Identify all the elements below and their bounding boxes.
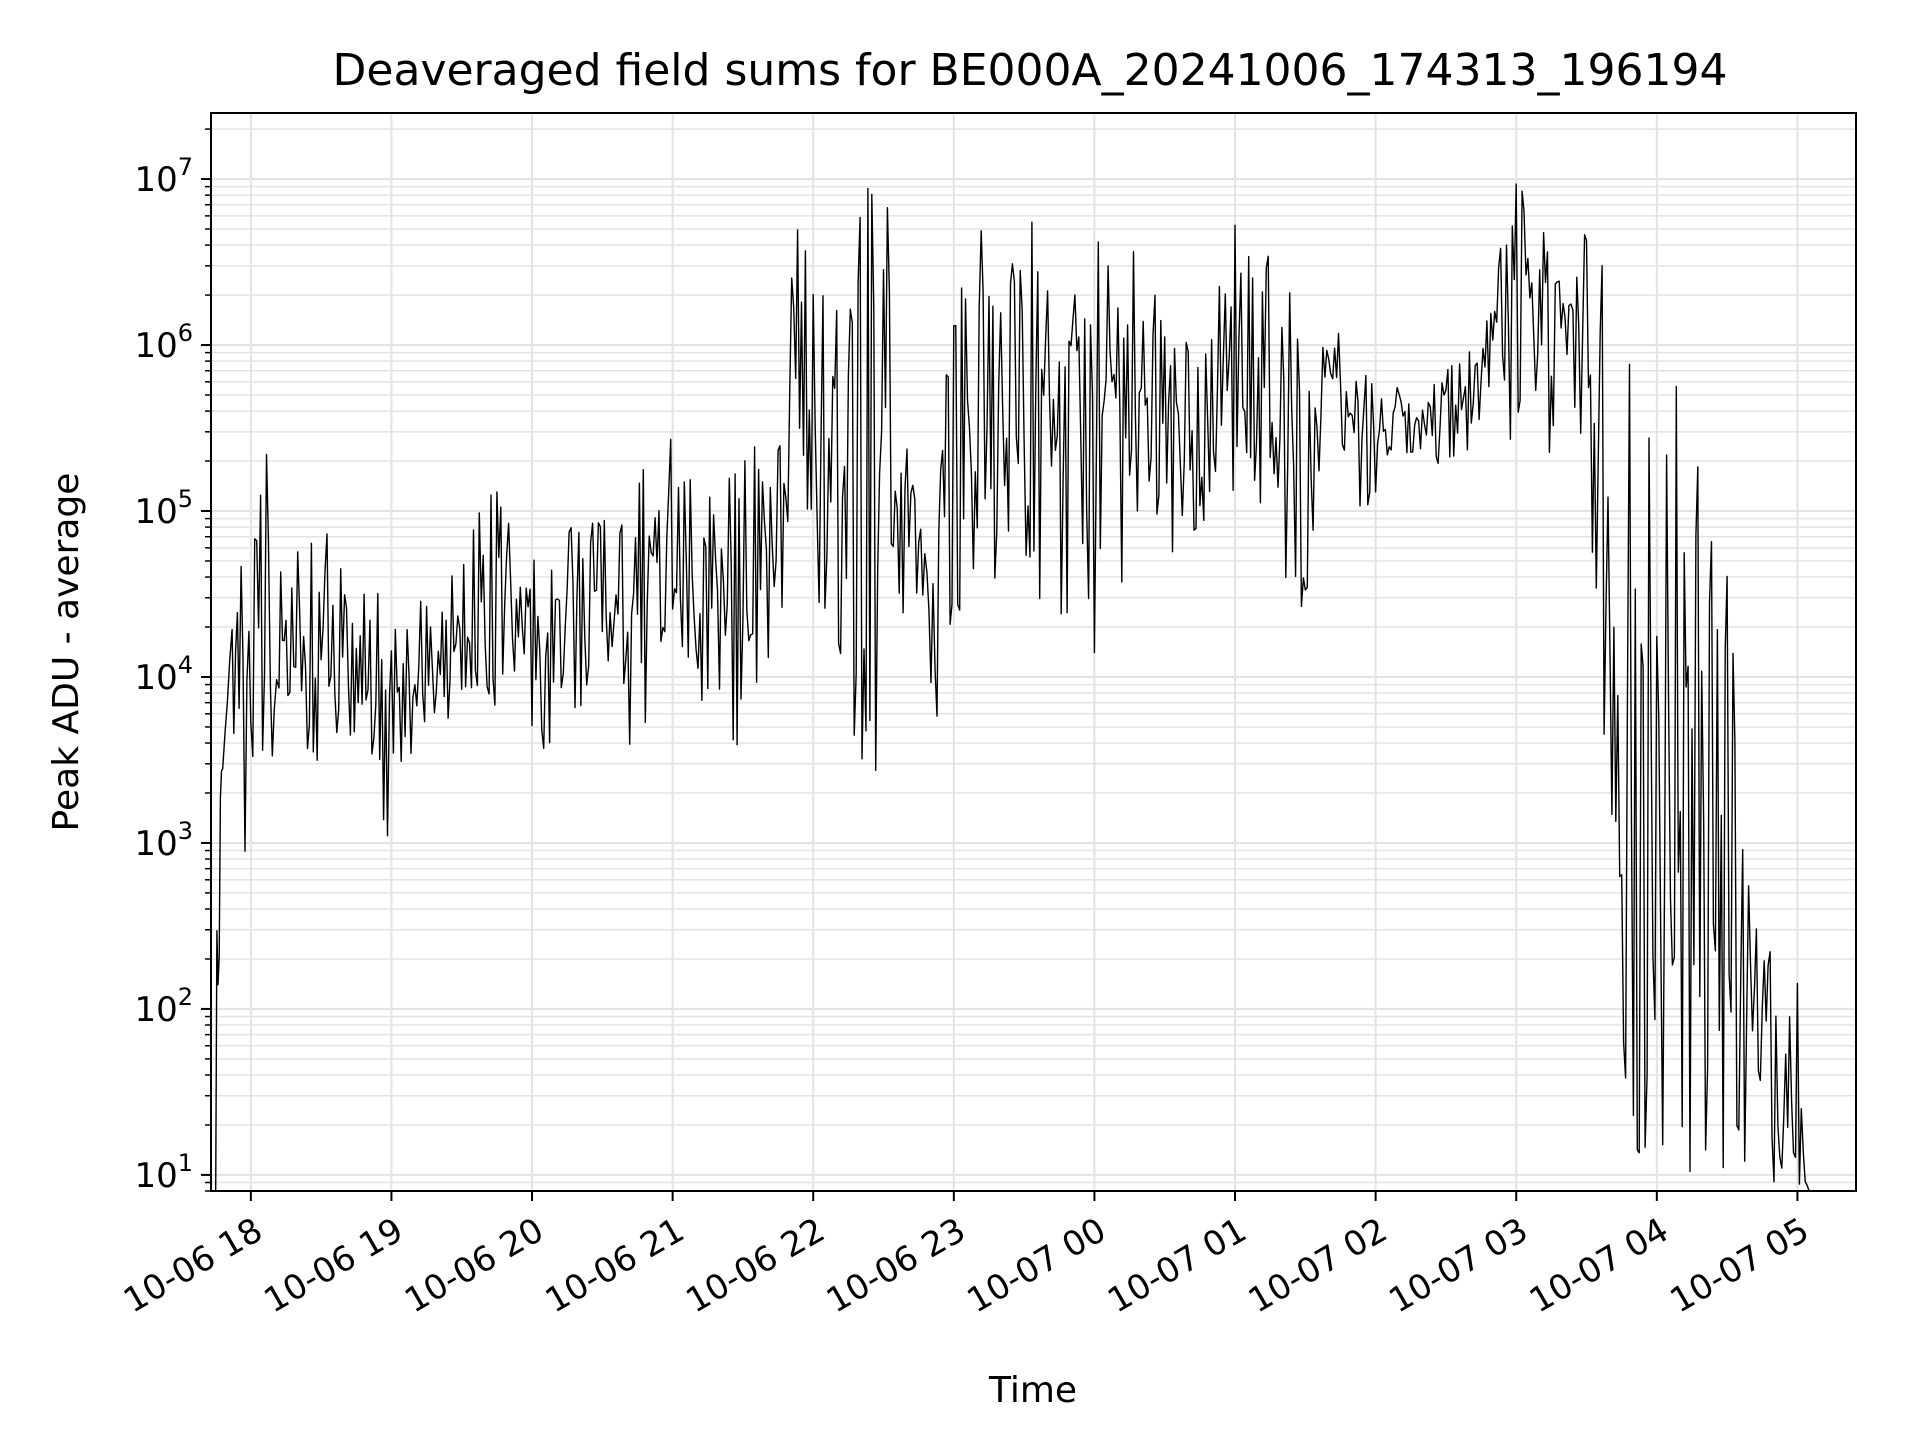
plot-area-frame xyxy=(210,112,1857,1192)
y-tick-label: 106 xyxy=(134,319,193,366)
y-tick-label: 107 xyxy=(134,153,193,200)
series-layer xyxy=(215,183,1831,1192)
series-line xyxy=(215,183,1831,1192)
y-tick-label: 102 xyxy=(134,983,193,1030)
y-tick-label: 105 xyxy=(134,485,193,532)
y-tick-label: 103 xyxy=(134,817,193,864)
y-tick-label: 101 xyxy=(134,1149,193,1196)
y-axis: 101 102 103 104 105 106 107 xyxy=(134,128,211,1196)
x-axis-label: Time xyxy=(988,1370,1077,1411)
chart-title: Deaveraged field sums for BE000A_2024100… xyxy=(333,45,1728,96)
grid-layer xyxy=(211,113,1856,1192)
y-axis-label: Peak ADU - average xyxy=(46,473,87,832)
y-tick-label: 104 xyxy=(134,651,193,698)
